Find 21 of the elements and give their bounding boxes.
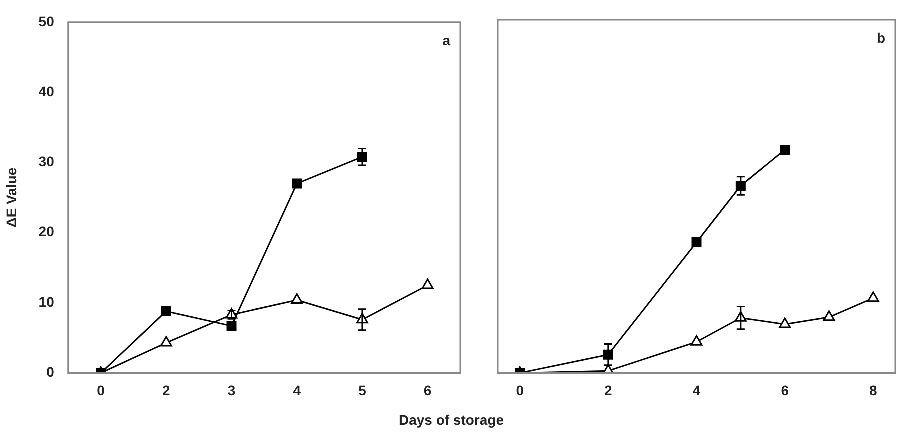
x-tick-label: 5 [358,382,367,398]
annotation: a [442,32,451,48]
y-tick-label: 30 [38,154,55,170]
y-axis-title: ΔE Value [3,168,20,228]
y-tick-label: 50 [38,13,55,30]
x-tick-label: 6 [781,382,790,398]
x-axis-title: Days of storage [398,412,506,428]
x-tick-label: 4 [293,382,302,398]
y-tick-label: 40 [38,83,55,100]
x-tick-label: 0 [516,382,524,398]
x-tick-label: 3 [228,382,236,398]
y-tick-label: 10 [38,294,55,310]
y-tick-label: 20 [38,224,55,240]
x-tick-label: 2 [604,382,613,398]
x-tick-label: 2 [162,382,171,398]
x-tick-label: 6 [424,382,432,398]
x-tick-label: 4 [692,382,701,398]
annotation: b [876,30,886,46]
x-tick-label: 0 [97,382,106,398]
y-tick-label: 0 [46,364,55,380]
x-tick-label: 8 [870,382,878,398]
